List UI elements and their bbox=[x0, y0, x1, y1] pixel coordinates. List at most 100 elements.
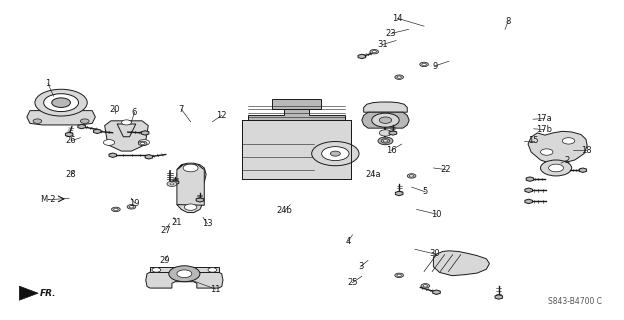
Circle shape bbox=[152, 268, 161, 272]
Circle shape bbox=[184, 204, 197, 210]
Polygon shape bbox=[362, 112, 409, 128]
Polygon shape bbox=[145, 155, 153, 159]
Circle shape bbox=[422, 63, 426, 66]
Text: 6: 6 bbox=[132, 108, 137, 117]
Polygon shape bbox=[242, 120, 351, 179]
Circle shape bbox=[104, 140, 115, 145]
Text: 26: 26 bbox=[66, 136, 76, 145]
Circle shape bbox=[562, 138, 575, 144]
Circle shape bbox=[395, 75, 404, 79]
Circle shape bbox=[312, 141, 359, 166]
Circle shape bbox=[395, 273, 404, 277]
Text: FR.: FR. bbox=[40, 289, 56, 298]
Text: 16: 16 bbox=[386, 146, 396, 155]
Circle shape bbox=[372, 113, 399, 127]
Circle shape bbox=[122, 120, 132, 125]
Circle shape bbox=[170, 183, 174, 185]
Text: 8: 8 bbox=[505, 17, 511, 26]
Polygon shape bbox=[105, 121, 149, 151]
Polygon shape bbox=[528, 131, 587, 163]
Circle shape bbox=[423, 285, 427, 287]
Polygon shape bbox=[177, 203, 202, 212]
Text: 30: 30 bbox=[429, 250, 440, 259]
Polygon shape bbox=[525, 188, 532, 193]
Text: 29: 29 bbox=[160, 256, 170, 265]
Polygon shape bbox=[78, 124, 85, 129]
Circle shape bbox=[379, 117, 392, 123]
Text: 9: 9 bbox=[432, 61, 437, 70]
Circle shape bbox=[330, 151, 340, 156]
Circle shape bbox=[112, 207, 120, 212]
Circle shape bbox=[379, 130, 392, 136]
Circle shape bbox=[407, 174, 416, 178]
Polygon shape bbox=[579, 168, 587, 172]
Circle shape bbox=[540, 149, 553, 155]
Polygon shape bbox=[389, 131, 397, 135]
Text: 24a: 24a bbox=[365, 171, 381, 180]
Text: 19: 19 bbox=[129, 198, 140, 207]
Circle shape bbox=[372, 51, 376, 53]
Polygon shape bbox=[117, 124, 136, 137]
Circle shape bbox=[397, 274, 401, 276]
Polygon shape bbox=[66, 132, 73, 137]
Text: 7: 7 bbox=[178, 105, 184, 114]
Text: 3: 3 bbox=[358, 262, 363, 271]
Circle shape bbox=[177, 270, 192, 277]
Polygon shape bbox=[526, 177, 534, 181]
Circle shape bbox=[397, 76, 401, 78]
Circle shape bbox=[208, 268, 217, 272]
Circle shape bbox=[44, 94, 79, 112]
Polygon shape bbox=[433, 290, 441, 294]
Circle shape bbox=[139, 141, 147, 146]
Polygon shape bbox=[525, 199, 532, 204]
Circle shape bbox=[169, 266, 200, 282]
Text: 17b: 17b bbox=[536, 125, 552, 134]
Text: 14: 14 bbox=[392, 14, 402, 23]
Polygon shape bbox=[142, 131, 149, 135]
Circle shape bbox=[80, 119, 89, 123]
Text: 15: 15 bbox=[529, 136, 539, 145]
Circle shape bbox=[114, 208, 118, 211]
Text: 1: 1 bbox=[46, 79, 51, 88]
Polygon shape bbox=[495, 295, 502, 299]
Text: 23: 23 bbox=[386, 29, 396, 38]
Polygon shape bbox=[109, 153, 117, 157]
Text: S843-B4700 C: S843-B4700 C bbox=[547, 297, 602, 306]
Text: 12: 12 bbox=[217, 111, 227, 120]
Circle shape bbox=[33, 119, 42, 123]
Polygon shape bbox=[196, 197, 203, 202]
Text: 20: 20 bbox=[109, 105, 120, 114]
Circle shape bbox=[420, 62, 429, 67]
Circle shape bbox=[35, 89, 87, 116]
Text: 17a: 17a bbox=[537, 114, 552, 123]
Text: 24b: 24b bbox=[276, 206, 293, 215]
Circle shape bbox=[381, 139, 390, 143]
Text: 5: 5 bbox=[422, 188, 428, 196]
Circle shape bbox=[52, 98, 71, 108]
Text: 13: 13 bbox=[202, 219, 213, 228]
Polygon shape bbox=[177, 163, 206, 194]
Circle shape bbox=[421, 284, 430, 288]
Circle shape bbox=[127, 204, 136, 209]
Circle shape bbox=[548, 164, 563, 172]
Text: 25: 25 bbox=[347, 278, 358, 287]
Text: 21: 21 bbox=[171, 218, 182, 227]
Text: 10: 10 bbox=[431, 210, 442, 219]
Text: 28: 28 bbox=[66, 170, 76, 179]
Circle shape bbox=[139, 140, 150, 145]
Text: 22: 22 bbox=[441, 165, 451, 174]
Text: M-2: M-2 bbox=[41, 195, 56, 204]
Circle shape bbox=[378, 137, 393, 145]
Polygon shape bbox=[19, 286, 38, 300]
Circle shape bbox=[167, 181, 177, 187]
Polygon shape bbox=[171, 180, 179, 185]
Text: 4: 4 bbox=[346, 237, 351, 246]
Text: 2: 2 bbox=[565, 156, 570, 164]
Text: 31: 31 bbox=[377, 40, 388, 49]
Polygon shape bbox=[27, 111, 95, 125]
Text: 27: 27 bbox=[160, 226, 171, 235]
Polygon shape bbox=[358, 54, 366, 59]
Circle shape bbox=[140, 142, 145, 145]
Polygon shape bbox=[177, 165, 204, 205]
Polygon shape bbox=[146, 272, 223, 288]
